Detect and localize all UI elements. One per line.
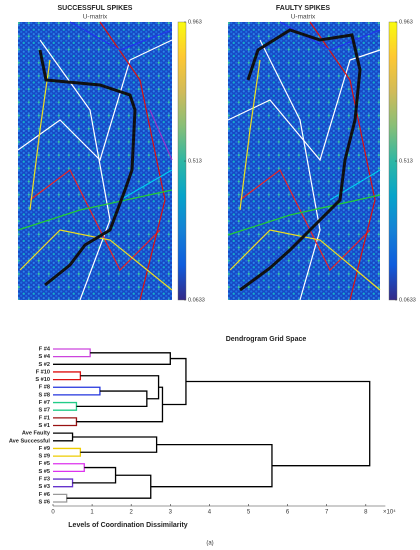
dendrogram-title: Dendrogram Grid Space [226,336,307,343]
leaf-label: F #1 [39,415,50,421]
leaf-label: F #6 [39,492,50,498]
panel-title: SUCCESSFUL SPIKES [58,5,133,12]
dendrogram-link [76,390,148,408]
leaf-label: F #4 [39,346,51,352]
leaf-label: F #9 [39,446,50,452]
dendrogram-link [185,380,371,467]
panel-subtitle: U-matrix [83,14,108,21]
colorbar-tick-label: 0.963 [188,19,202,25]
leaf-label: S #7 [38,408,50,414]
x-tick-label: 6 [286,510,290,516]
x-tick-label: 3 [169,510,173,516]
dendrogram-link [53,348,91,358]
x-tick-label: 5 [247,510,251,516]
x-tick-label: 4 [208,510,212,516]
leaf-label: S #8 [38,392,50,398]
dendrogram-link [53,478,74,488]
colorbar-tick-label: 0.0633 [399,297,416,303]
dendrogram-link [72,466,117,484]
dendrogram-link [150,443,273,488]
leaf-label: Ave Successful [9,438,51,444]
colorbar-tick-label: 0.513 [399,158,413,164]
dendrogram-link [162,357,187,406]
panel-title: FAULTY SPIKES [276,5,331,12]
dendrogram-link [66,474,152,499]
dendrogram-link [72,436,158,453]
leaf-label: S #10 [35,377,50,383]
leaf-label: F #10 [36,369,50,375]
colorbar-tick-label: 0.513 [188,158,202,164]
dendrogram-link [53,352,171,365]
x-tick-label: 0 [51,510,55,516]
dendrogram-link [53,432,74,442]
dendrogram-link [53,463,85,473]
dendrogram: Dendrogram Grid Space Levels of Coordina… [9,336,396,547]
x-tick-label: 8 [364,510,368,516]
dendrogram-link [53,371,82,381]
dendrogram-link [76,386,164,423]
leaf-label: F #3 [39,477,50,483]
u-matrix-panel: SUCCESSFUL SPIKES U-matrix 0.963 0.513 0.0… [17,5,205,303]
colorbar-tick-label: 0.963 [399,19,413,25]
axis-exponent: ×10⁴ [383,509,396,516]
leaf-label: S #1 [38,423,50,429]
leaf-label: S #2 [38,362,50,368]
x-tick-label: 7 [325,510,329,516]
dendrogram-link [53,493,68,503]
u-matrix-panel: FAULTY SPIKES U-matrix 0.963 0.513 0.0633 [227,5,416,303]
dendrogram-link [53,447,82,457]
trajectories [17,21,173,301]
leaf-label: Ave Faulty [22,431,51,437]
leaf-label: F #8 [39,385,50,391]
colorbar-tick-label: 0.0633 [188,297,205,303]
x-tick-label: 1 [90,510,94,516]
x-axis-label: Levels of Coordination Dissimilarity [68,522,188,529]
leaf-label: S #4 [38,354,50,360]
panel-subtitle: U-matrix [291,14,316,21]
caption: (a) [206,541,213,547]
leaf-label: F #5 [39,461,50,467]
leaf-label: S #5 [38,469,50,475]
dendrogram-link [53,386,101,396]
leaf-label: S #6 [38,499,50,505]
dendrogram-link [53,401,78,411]
trajectories [227,21,381,301]
leaf-label: S #3 [38,484,50,490]
dendrogram-link [53,417,78,427]
x-tick-label: 2 [130,510,134,516]
leaf-label: S #9 [38,454,50,460]
leaf-label: F #7 [39,400,50,406]
